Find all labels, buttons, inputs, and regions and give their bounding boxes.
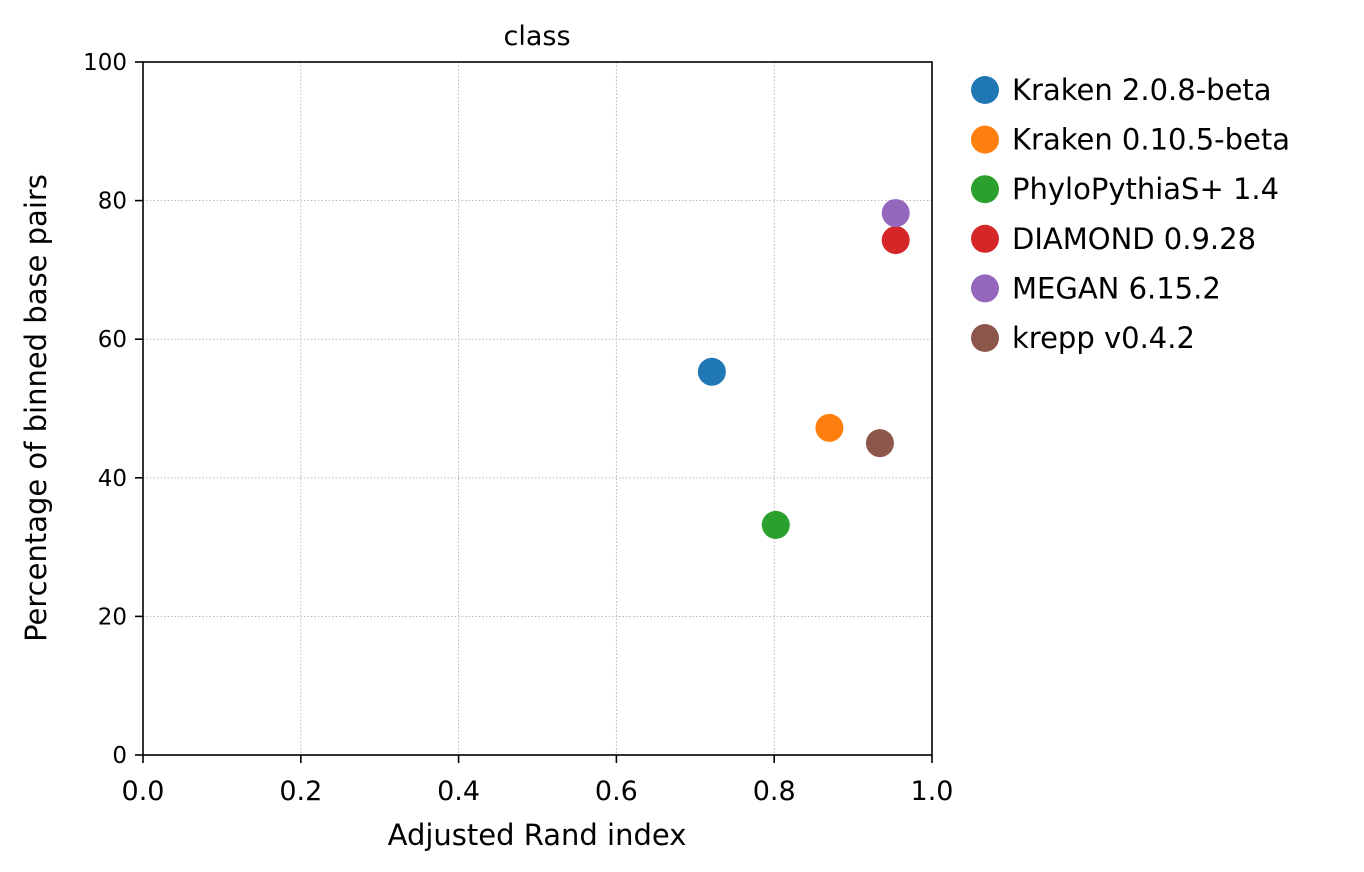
legend-label: Kraken 0.10.5-beta (1012, 123, 1290, 157)
legend-label: DIAMOND 0.9.28 (1012, 222, 1256, 256)
legend-label: PhyloPythiaS+ 1.4 (1012, 172, 1279, 206)
legend-label: Kraken 2.0.8-beta (1012, 73, 1272, 107)
data-point (697, 357, 726, 386)
x-tick-label: 0.6 (595, 776, 638, 807)
y-tick-label: 40 (98, 466, 127, 492)
data-points (697, 199, 910, 539)
data-point (881, 199, 910, 228)
plot-area-frame (142, 61, 933, 756)
y-tick-label: 0 (112, 743, 127, 769)
x-axis-label: Adjusted Rand index (388, 818, 687, 852)
grid-lines (142, 61, 933, 756)
axis-ticks: 0.0 0.2 0.4 0.6 0.8 1.0 0 20 40 60 80 100 (83, 50, 953, 807)
legend-label: MEGAN 6.15.2 (1012, 271, 1221, 305)
data-point (881, 226, 910, 255)
data-point (761, 510, 790, 539)
data-point (815, 413, 844, 442)
legend-marker (971, 224, 999, 253)
chart-title: class (503, 21, 570, 52)
legend-marker (971, 125, 999, 154)
legend-label: krepp v0.4.2 (1012, 321, 1195, 355)
legend: Kraken 2.0.8-beta Kraken 0.10.5-beta Phylo… (971, 73, 1290, 355)
x-tick-label: 0.2 (279, 776, 322, 807)
x-tick-label: 0.8 (753, 776, 796, 807)
y-tick-label: 80 (98, 189, 127, 215)
x-tick-label: 1.0 (911, 776, 954, 807)
legend-marker (971, 274, 999, 303)
x-tick-label: 0.4 (437, 776, 480, 807)
data-point (865, 429, 894, 458)
legend-marker (971, 324, 999, 352)
legend-marker (971, 175, 999, 204)
x-tick-label: 0.0 (122, 776, 165, 807)
legend-marker (971, 76, 999, 104)
y-tick-label: 20 (98, 604, 127, 630)
y-axis-label: Percentage of binned base pairs (19, 174, 53, 642)
y-tick-label: 100 (83, 50, 127, 76)
y-tick-label: 60 (98, 327, 127, 353)
